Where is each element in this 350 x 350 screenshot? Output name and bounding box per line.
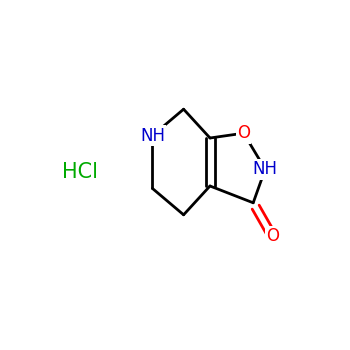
Text: O: O — [237, 124, 250, 142]
Text: NH: NH — [140, 127, 165, 145]
Text: HCl: HCl — [62, 162, 98, 182]
Text: O: O — [266, 228, 279, 245]
Text: NH: NH — [253, 160, 278, 178]
